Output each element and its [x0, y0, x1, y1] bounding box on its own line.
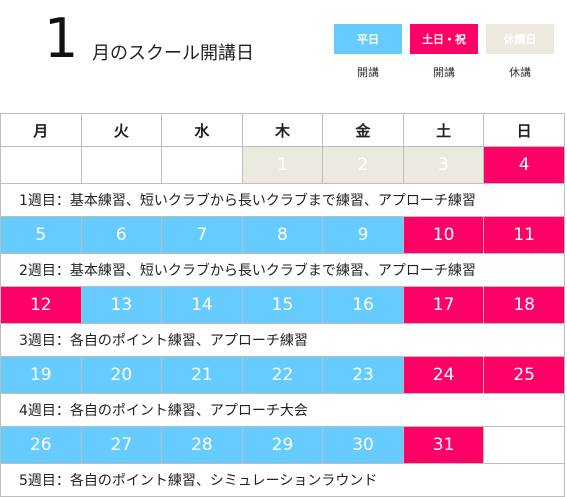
day-cell[interactable]: 23 — [322, 356, 404, 394]
legend-weekday: 平日 開講 — [334, 24, 402, 80]
weekday-header: 土 — [402, 113, 485, 147]
week-note: 5週目：各自のポイント練習、シミュレーションラウンド — [0, 463, 565, 497]
day-cell[interactable]: 1 — [241, 146, 324, 184]
day-cell[interactable]: 13 — [80, 286, 163, 324]
day-cell[interactable]: 29 — [241, 426, 324, 464]
legend-weekend-holiday: 土日・祝 開講 — [410, 24, 478, 80]
month-number: 1 — [44, 7, 79, 70]
day-cell[interactable]: 30 — [322, 426, 404, 464]
week-note: 2週目：基本練習、短いクラブから長いクラブまで練習、アプローチ練習 — [0, 253, 565, 287]
day-cell[interactable]: 10 — [402, 216, 485, 254]
day-cell[interactable]: 11 — [483, 216, 565, 254]
legend-closed-caption: 休講 — [509, 66, 531, 79]
week-note-row: 4週目：各自のポイント練習、アプローチ大会 — [0, 393, 565, 427]
calendar-table: 月 火 水 木 金 土 日 1 2 3 4 1週目：基本練習、短いクラブから長いクラブま… — [0, 113, 565, 497]
day-cell[interactable]: 21 — [161, 356, 243, 394]
day-cell[interactable]: 6 — [80, 216, 163, 254]
empty-day-cell — [0, 146, 82, 184]
day-cell[interactable]: 31 — [402, 426, 485, 464]
day-cell[interactable]: 26 — [0, 426, 82, 464]
week-row: 19 20 21 22 23 24 25 — [0, 356, 565, 394]
day-cell[interactable]: 5 — [0, 216, 82, 254]
legend-weekend-caption: 開講 — [433, 66, 455, 79]
day-cell[interactable]: 7 — [161, 216, 243, 254]
day-cell[interactable]: 15 — [241, 286, 324, 324]
day-cell[interactable]: 8 — [241, 216, 324, 254]
weekday-header: 日 — [483, 113, 565, 147]
weekday-header: 木 — [241, 113, 324, 147]
empty-day-cell — [161, 146, 243, 184]
day-cell[interactable]: 20 — [80, 356, 163, 394]
day-cell[interactable]: 24 — [402, 356, 485, 394]
week-note-row: 5週目：各自のポイント練習、シミュレーションラウンド — [0, 463, 565, 497]
legend-weekday-caption: 開講 — [357, 66, 379, 79]
weekday-header-row: 月 火 水 木 金 土 日 — [0, 113, 565, 147]
week-note: 3週目：各自のポイント練習、アプローチ練習 — [0, 323, 565, 357]
empty-day-cell — [80, 146, 163, 184]
day-cell[interactable]: 2 — [322, 146, 404, 184]
day-cell[interactable]: 22 — [241, 356, 324, 394]
day-cell[interactable]: 9 — [322, 216, 404, 254]
day-cell[interactable]: 14 — [161, 286, 243, 324]
week-row: 5 6 7 8 9 10 11 — [0, 216, 565, 254]
week-note: 4週目：各自のポイント練習、アプローチ大会 — [0, 393, 565, 427]
day-cell[interactable]: 18 — [483, 286, 565, 324]
week-note-row: 2週目：基本練習、短いクラブから長いクラブまで練習、アプローチ練習 — [0, 253, 565, 287]
day-cell[interactable]: 25 — [483, 356, 565, 394]
day-cell[interactable]: 4 — [483, 146, 565, 184]
weekday-header: 火 — [80, 113, 163, 147]
week-row: 12 13 14 15 16 17 18 — [0, 286, 565, 324]
week-note-row: 1週目：基本練習、短いクラブから長いクラブまで練習、アプローチ練習 — [0, 183, 565, 217]
legend-weekday-swatch: 平日 — [334, 24, 402, 54]
weekday-header: 金 — [322, 113, 404, 147]
empty-day-cell — [483, 426, 565, 464]
weekday-header: 水 — [161, 113, 243, 147]
weekday-header: 月 — [0, 113, 82, 147]
day-cell[interactable]: 16 — [322, 286, 404, 324]
legend-weekend-swatch: 土日・祝 — [410, 24, 478, 54]
day-cell[interactable]: 12 — [0, 286, 82, 324]
day-cell[interactable]: 3 — [402, 146, 485, 184]
page-title: 月のスクール開講日 — [92, 43, 254, 64]
day-cell[interactable]: 17 — [402, 286, 485, 324]
week-row: 26 27 28 29 30 31 — [0, 426, 565, 464]
legend-closed: 休講日 休講 — [486, 24, 554, 80]
day-cell[interactable]: 28 — [161, 426, 243, 464]
legend-closed-swatch: 休講日 — [486, 24, 554, 54]
week-note-row: 3週目：各自のポイント練習、アプローチ練習 — [0, 323, 565, 357]
week-note: 1週目：基本練習、短いクラブから長いクラブまで練習、アプローチ練習 — [0, 183, 565, 217]
day-cell[interactable]: 27 — [80, 426, 163, 464]
day-cell[interactable]: 19 — [0, 356, 82, 394]
